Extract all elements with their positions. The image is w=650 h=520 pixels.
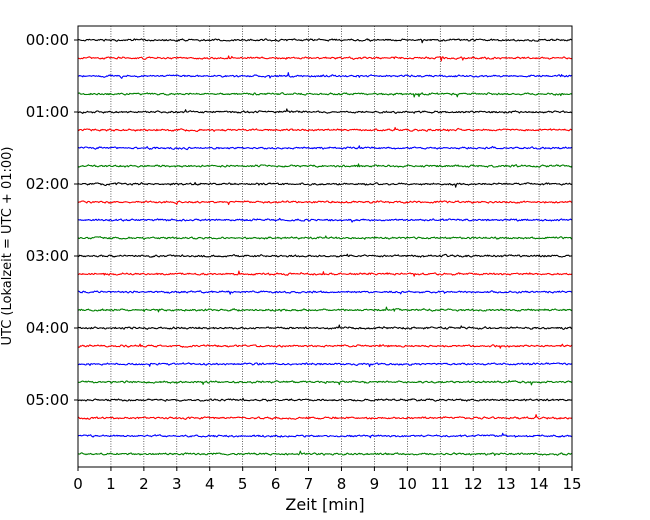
x-tick-label: 0 — [73, 475, 83, 493]
trace-line — [77, 92, 573, 98]
trace-line — [77, 379, 573, 386]
y-tick-label: 01:00 — [26, 103, 69, 121]
x-tick-label: 9 — [370, 475, 380, 493]
trace-line — [77, 306, 573, 313]
trace-line — [77, 290, 573, 295]
y-axis: 00:00 01:00 02:00 03:00 04:00 05:00 — [26, 31, 78, 409]
x-tick-label: 5 — [238, 475, 248, 493]
trace-line — [77, 343, 573, 349]
trace-line — [77, 253, 573, 258]
x-tick-label: 14 — [530, 475, 549, 493]
trace-line — [77, 270, 573, 277]
y-tick-label: 04:00 — [26, 319, 69, 337]
trace-line — [77, 163, 573, 168]
x-tick-label: 3 — [172, 475, 182, 493]
trace-line — [77, 55, 573, 62]
y-tick-label: 03:00 — [26, 247, 69, 265]
y-tick-label: 00:00 — [26, 31, 69, 49]
x-axis-label: Zeit [min] — [285, 495, 364, 514]
x-tick-label: 10 — [398, 475, 417, 493]
trace-line — [77, 72, 573, 79]
y-tick-label: 02:00 — [26, 175, 69, 193]
trace-line — [77, 217, 573, 223]
grid-layer — [110, 26, 540, 467]
trace-line — [77, 181, 573, 188]
trace-line — [77, 235, 573, 241]
x-tick-label: 6 — [271, 475, 281, 493]
trace-layer — [77, 38, 573, 456]
trace-line — [77, 362, 573, 368]
x-tick-label: 2 — [139, 475, 149, 493]
trace-line — [77, 397, 573, 402]
trace-line — [78, 450, 573, 456]
x-tick-label: 1 — [106, 475, 116, 493]
trace-line — [77, 324, 573, 330]
trace-line — [77, 145, 573, 151]
x-tick-label: 7 — [304, 475, 314, 493]
x-axis: 0 1 2 3 4 5 6 7 8 9 10 11 12 13 14 15 — [73, 467, 582, 493]
trace-line — [77, 432, 573, 439]
trace-line — [77, 414, 573, 420]
x-tick-label: 4 — [205, 475, 215, 493]
x-tick-label: 13 — [497, 475, 516, 493]
x-tick-label: 11 — [431, 475, 450, 493]
trace-line — [77, 200, 573, 206]
x-tick-label: 12 — [464, 475, 483, 493]
trace-line — [77, 38, 573, 44]
trace-line — [77, 126, 573, 132]
y-axis-label: UTC (Lokalzeit = UTC + 01:00) — [0, 147, 15, 346]
plot-frame — [77, 25, 573, 468]
trace-line — [78, 108, 573, 114]
y-tick-label: 05:00 — [26, 391, 69, 409]
x-tick-label: 8 — [337, 475, 347, 493]
x-tick-label: 15 — [562, 475, 581, 493]
